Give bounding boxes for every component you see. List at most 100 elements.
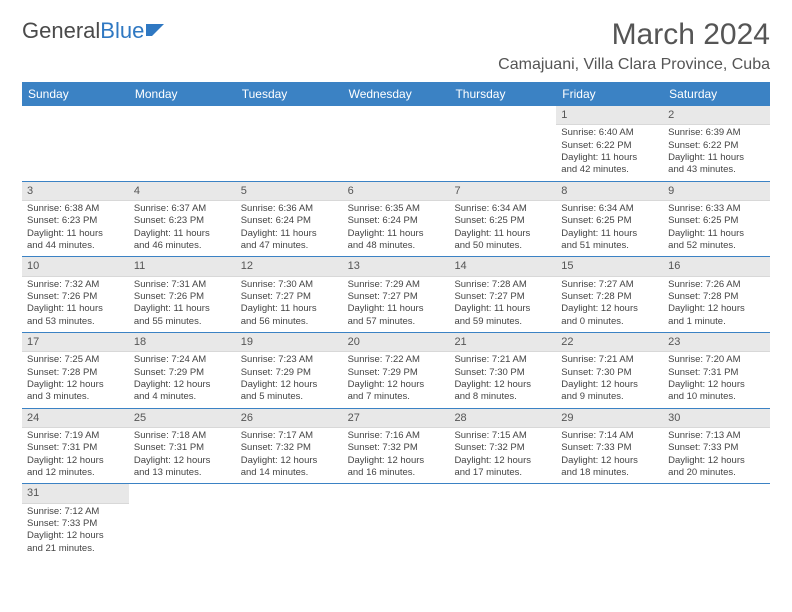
day-header-cell: Monday — [129, 82, 236, 106]
day-info: Sunrise: 6:35 AMSunset: 6:24 PMDaylight:… — [343, 201, 450, 256]
logo-text-1: General — [22, 18, 100, 44]
day-header-cell: Saturday — [663, 82, 770, 106]
info-line: and 7 minutes. — [348, 391, 445, 403]
info-line: and 8 minutes. — [454, 391, 551, 403]
info-line: Sunrise: 7:17 AM — [241, 430, 338, 442]
day-cell: 28Sunrise: 7:15 AMSunset: 7:32 PMDayligh… — [449, 409, 556, 484]
info-line: Daylight: 12 hours — [27, 455, 124, 467]
info-line: and 52 minutes. — [668, 240, 765, 252]
info-line: Daylight: 11 hours — [561, 152, 658, 164]
info-line: Sunrise: 7:12 AM — [27, 506, 124, 518]
day-number: 11 — [129, 257, 236, 276]
day-info: Sunrise: 6:39 AMSunset: 6:22 PMDaylight:… — [663, 125, 770, 180]
info-line: Sunrise: 6:38 AM — [27, 203, 124, 215]
info-line: Daylight: 12 hours — [668, 455, 765, 467]
day-info: Sunrise: 7:15 AMSunset: 7:32 PMDaylight:… — [449, 428, 556, 483]
day-header-cell: Thursday — [449, 82, 556, 106]
day-info: Sunrise: 7:13 AMSunset: 7:33 PMDaylight:… — [663, 428, 770, 483]
info-line: Daylight: 11 hours — [668, 228, 765, 240]
info-line: and 53 minutes. — [27, 316, 124, 328]
info-line: Sunset: 7:28 PM — [561, 291, 658, 303]
info-line: Daylight: 11 hours — [241, 228, 338, 240]
info-line: Sunrise: 6:34 AM — [561, 203, 658, 215]
info-line: Sunset: 7:27 PM — [241, 291, 338, 303]
day-header-cell: Wednesday — [343, 82, 450, 106]
info-line: Sunset: 6:23 PM — [134, 215, 231, 227]
day-number: 23 — [663, 333, 770, 352]
info-line: Sunrise: 7:24 AM — [134, 354, 231, 366]
day-number: 6 — [343, 182, 450, 201]
day-number: 14 — [449, 257, 556, 276]
info-line: Sunset: 7:28 PM — [668, 291, 765, 303]
day-info: Sunrise: 7:25 AMSunset: 7:28 PMDaylight:… — [22, 352, 129, 407]
info-line: and 10 minutes. — [668, 391, 765, 403]
day-number: 31 — [22, 484, 129, 503]
info-line: Daylight: 11 hours — [454, 228, 551, 240]
day-info: Sunrise: 7:18 AMSunset: 7:31 PMDaylight:… — [129, 428, 236, 483]
info-line: Daylight: 12 hours — [27, 530, 124, 542]
day-header-cell: Sunday — [22, 82, 129, 106]
day-cell: 24Sunrise: 7:19 AMSunset: 7:31 PMDayligh… — [22, 409, 129, 484]
info-line: Sunset: 7:32 PM — [454, 442, 551, 454]
day-number: 22 — [556, 333, 663, 352]
day-number: 19 — [236, 333, 343, 352]
info-line: and 5 minutes. — [241, 391, 338, 403]
info-line: Daylight: 11 hours — [27, 303, 124, 315]
day-cell: 21Sunrise: 7:21 AMSunset: 7:30 PMDayligh… — [449, 333, 556, 408]
info-line: Sunset: 7:30 PM — [561, 367, 658, 379]
day-number: 20 — [343, 333, 450, 352]
info-line: Daylight: 12 hours — [241, 455, 338, 467]
info-line: and 44 minutes. — [27, 240, 124, 252]
day-info: Sunrise: 7:28 AMSunset: 7:27 PMDaylight:… — [449, 277, 556, 332]
info-line: Sunset: 7:31 PM — [134, 442, 231, 454]
info-line: Sunset: 6:25 PM — [668, 215, 765, 227]
info-line: and 14 minutes. — [241, 467, 338, 479]
info-line: Sunrise: 7:25 AM — [27, 354, 124, 366]
day-number: 26 — [236, 409, 343, 428]
day-cell: 15Sunrise: 7:27 AMSunset: 7:28 PMDayligh… — [556, 257, 663, 332]
logo-text-2: Blue — [100, 18, 144, 44]
day-header-row: SundayMondayTuesdayWednesdayThursdayFrid… — [22, 82, 770, 106]
info-line: and 16 minutes. — [348, 467, 445, 479]
info-line: Sunrise: 7:15 AM — [454, 430, 551, 442]
logo: GeneralBlue — [22, 18, 168, 44]
info-line: Daylight: 11 hours — [134, 303, 231, 315]
info-line: and 50 minutes. — [454, 240, 551, 252]
info-line: Daylight: 12 hours — [561, 379, 658, 391]
info-line: Sunrise: 7:13 AM — [668, 430, 765, 442]
info-line: Sunrise: 7:23 AM — [241, 354, 338, 366]
info-line: Sunset: 6:24 PM — [348, 215, 445, 227]
info-line: and 46 minutes. — [134, 240, 231, 252]
day-cell: 20Sunrise: 7:22 AMSunset: 7:29 PMDayligh… — [343, 333, 450, 408]
empty-cell — [556, 484, 663, 559]
info-line: Sunrise: 6:33 AM — [668, 203, 765, 215]
day-cell: 11Sunrise: 7:31 AMSunset: 7:26 PMDayligh… — [129, 257, 236, 332]
day-number: 5 — [236, 182, 343, 201]
info-line: and 43 minutes. — [668, 164, 765, 176]
empty-cell — [129, 106, 236, 181]
info-line: Daylight: 12 hours — [27, 379, 124, 391]
info-line: Sunset: 7:27 PM — [454, 291, 551, 303]
day-number: 1 — [556, 106, 663, 125]
info-line: Daylight: 12 hours — [348, 455, 445, 467]
day-cell: 26Sunrise: 7:17 AMSunset: 7:32 PMDayligh… — [236, 409, 343, 484]
info-line: and 21 minutes. — [27, 543, 124, 555]
day-number: 30 — [663, 409, 770, 428]
day-info: Sunrise: 7:21 AMSunset: 7:30 PMDaylight:… — [556, 352, 663, 407]
title-block: March 2024 Camajuani, Villa Clara Provin… — [498, 18, 770, 74]
day-cell: 6Sunrise: 6:35 AMSunset: 6:24 PMDaylight… — [343, 182, 450, 257]
info-line: Daylight: 12 hours — [134, 455, 231, 467]
info-line: Sunrise: 7:21 AM — [561, 354, 658, 366]
day-number: 28 — [449, 409, 556, 428]
day-number: 17 — [22, 333, 129, 352]
day-cell: 18Sunrise: 7:24 AMSunset: 7:29 PMDayligh… — [129, 333, 236, 408]
day-info: Sunrise: 7:27 AMSunset: 7:28 PMDaylight:… — [556, 277, 663, 332]
week-row: 31Sunrise: 7:12 AMSunset: 7:33 PMDayligh… — [22, 484, 770, 559]
info-line: and 0 minutes. — [561, 316, 658, 328]
day-number: 7 — [449, 182, 556, 201]
info-line: Sunset: 7:33 PM — [561, 442, 658, 454]
day-number: 9 — [663, 182, 770, 201]
info-line: and 57 minutes. — [348, 316, 445, 328]
week-row: 3Sunrise: 6:38 AMSunset: 6:23 PMDaylight… — [22, 182, 770, 258]
info-line: and 18 minutes. — [561, 467, 658, 479]
